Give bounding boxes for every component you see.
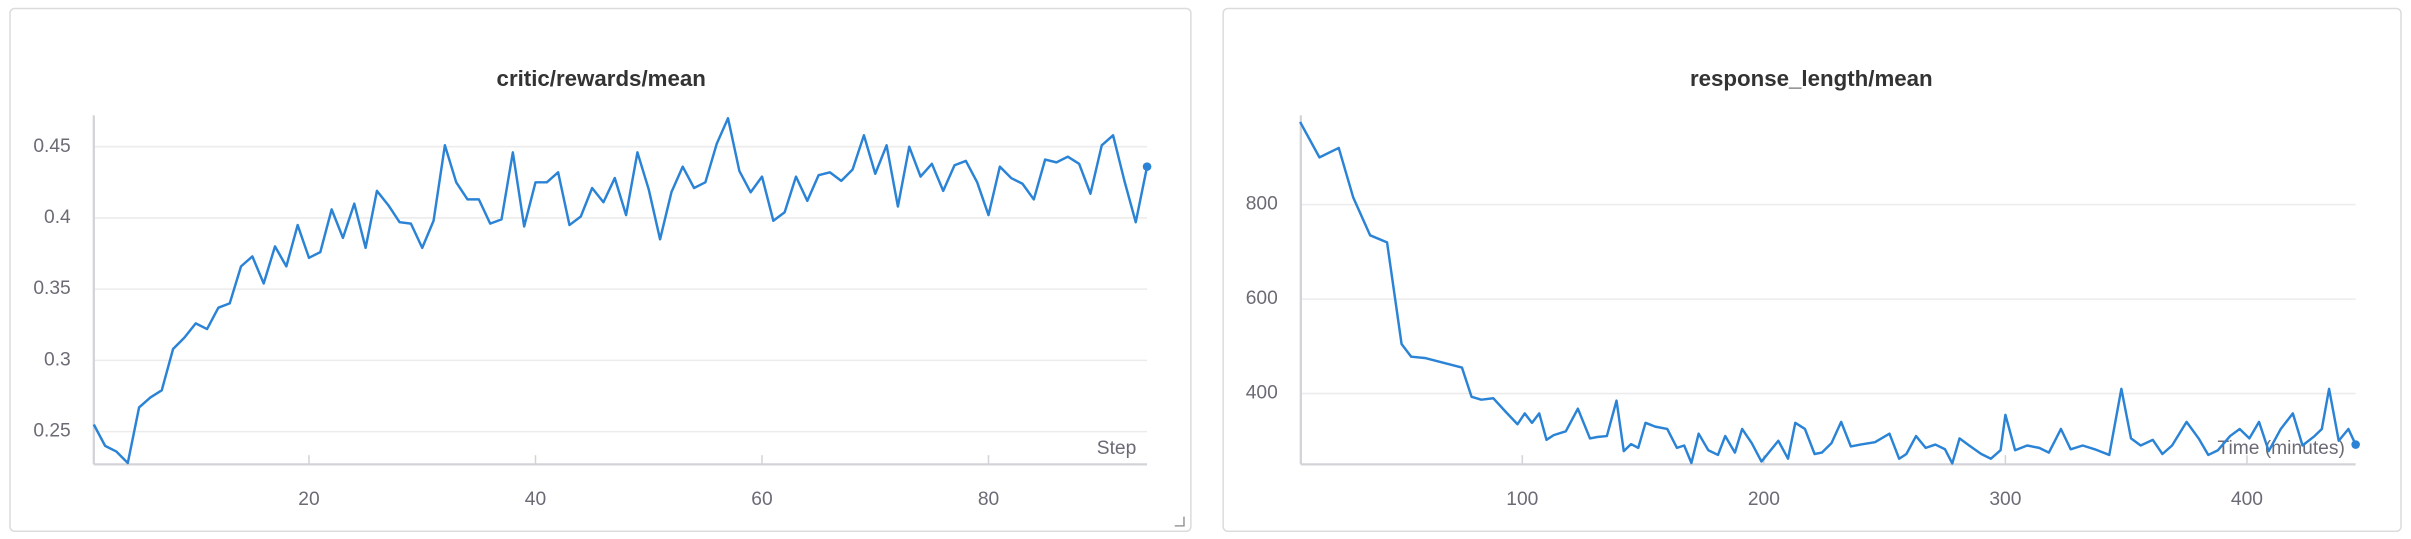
- x-tick-label: 60: [751, 489, 772, 510]
- end-dot: [2351, 440, 2360, 449]
- y-tick-label: 0.4: [44, 207, 71, 228]
- y-tick-label: 0.3: [44, 349, 71, 370]
- x-tick-label: 200: [1748, 489, 1780, 510]
- y-tick-label: 0.35: [33, 278, 70, 299]
- x-axis-label: Step: [1097, 438, 1137, 459]
- x-tick-label: 40: [525, 489, 546, 510]
- end-dot: [1142, 162, 1152, 171]
- y-tick-label: 0.25: [33, 421, 70, 442]
- x-tick-label: 80: [978, 489, 999, 510]
- panel: [9, 7, 1192, 533]
- y-tick-label: 600: [1246, 288, 1278, 309]
- y-tick-label: 400: [1246, 383, 1278, 404]
- y-tick-label: 0.45: [33, 136, 70, 157]
- y-tick-label: 800: [1246, 194, 1278, 215]
- x-tick-label: 20: [298, 489, 319, 510]
- chart-title: response_length/mean: [1690, 66, 1933, 91]
- panel: [1222, 7, 2402, 533]
- x-tick-label: 300: [1989, 489, 2021, 510]
- chart-title: critic/rewards/mean: [497, 66, 706, 91]
- x-tick-label: 400: [2231, 489, 2263, 510]
- line: [1299, 121, 2357, 465]
- x-tick-label: 100: [1506, 489, 1538, 510]
- resize-handle[interactable]: [1174, 516, 1185, 527]
- line: [92, 116, 1149, 465]
- x-axis-label: Time (minutes): [2217, 438, 2344, 459]
